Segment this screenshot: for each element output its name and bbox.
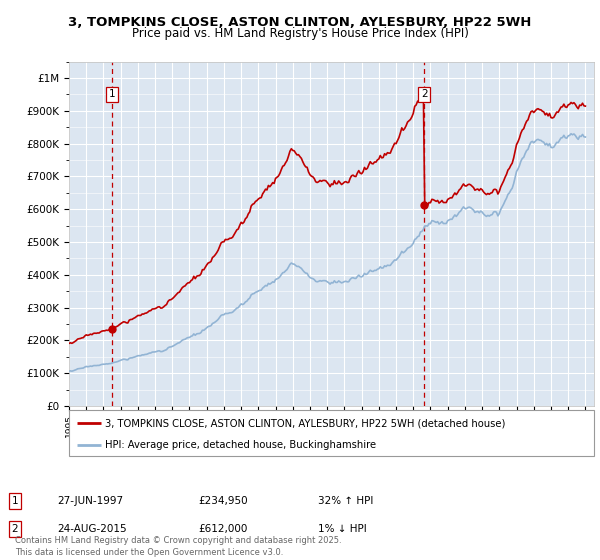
Text: HPI: Average price, detached house, Buckinghamshire: HPI: Average price, detached house, Buck… [105, 440, 376, 450]
Text: 24-AUG-2015: 24-AUG-2015 [57, 524, 127, 534]
Text: 1: 1 [11, 496, 19, 506]
Text: £234,950: £234,950 [198, 496, 248, 506]
Text: 1: 1 [109, 90, 115, 100]
Text: Contains HM Land Registry data © Crown copyright and database right 2025.
This d: Contains HM Land Registry data © Crown c… [15, 536, 341, 557]
Text: 2: 2 [421, 90, 428, 100]
Text: 3, TOMPKINS CLOSE, ASTON CLINTON, AYLESBURY, HP22 5WH (detached house): 3, TOMPKINS CLOSE, ASTON CLINTON, AYLESB… [105, 418, 505, 428]
Text: 32% ↑ HPI: 32% ↑ HPI [318, 496, 373, 506]
Text: 27-JUN-1997: 27-JUN-1997 [57, 496, 123, 506]
Text: 3, TOMPKINS CLOSE, ASTON CLINTON, AYLESBURY, HP22 5WH: 3, TOMPKINS CLOSE, ASTON CLINTON, AYLESB… [68, 16, 532, 29]
Text: £612,000: £612,000 [198, 524, 247, 534]
Text: 1% ↓ HPI: 1% ↓ HPI [318, 524, 367, 534]
Text: 2: 2 [11, 524, 19, 534]
Text: Price paid vs. HM Land Registry's House Price Index (HPI): Price paid vs. HM Land Registry's House … [131, 27, 469, 40]
